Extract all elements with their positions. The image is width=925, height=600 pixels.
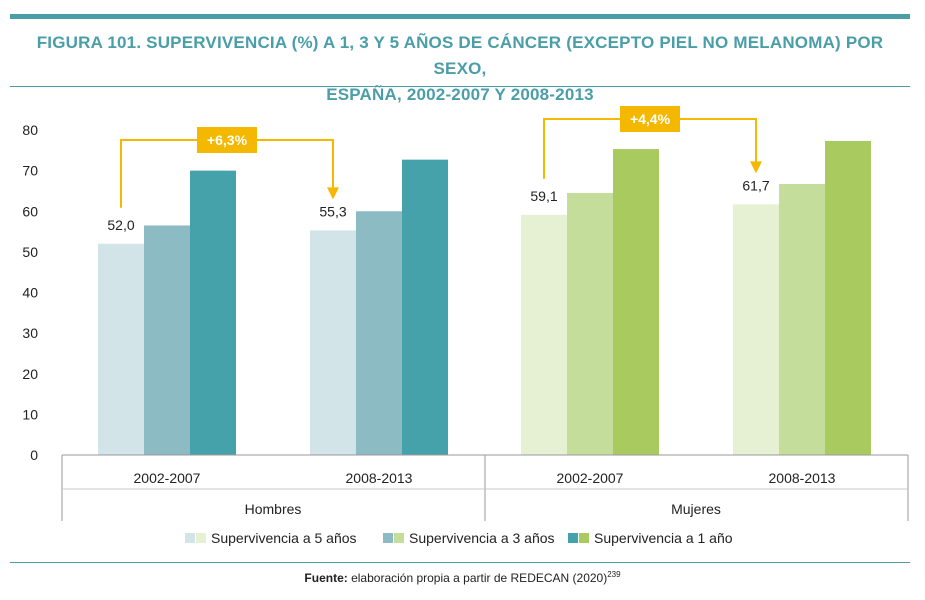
figure-title: FIGURA 101. SUPERVIVENCIA (%) A 1, 3 Y 5… [10,30,910,108]
x-tick-label: 2008-2013 [346,470,413,486]
bar [310,230,356,455]
y-tick-label: 60 [22,203,38,219]
source-text: elaboración propia a partir de REDECAN (… [347,571,608,585]
bar-chart: 0 10 20 30 40 50 60 70 80 52,0 55,3 59,1 61,7 +6,3% +4… [22,106,909,546]
annotation-badge [197,127,257,153]
bar [402,159,448,455]
bar [733,204,779,455]
legend-swatch [394,533,404,543]
data-label: 55,3 [319,203,346,219]
figure-title-line2: ESPAÑA, 2002-2007 Y 2008-2013 [326,85,594,104]
data-label: 52,0 [107,217,134,233]
legend-swatch [568,533,578,543]
legend-swatch [196,533,206,543]
bar [356,211,402,455]
bar [613,149,659,455]
y-tick-label: 50 [22,244,38,260]
legend-label: Supervivencia a 5 años [211,530,357,546]
y-tick-label: 0 [30,447,38,463]
bar [98,243,144,455]
bar [190,170,236,455]
x-tick-label: 2002-2007 [134,470,201,486]
bar [825,140,871,455]
figure-title-line1: FIGURA 101. SUPERVIVENCIA (%) A 1, 3 Y 5… [36,33,884,78]
data-label: 59,1 [530,188,557,204]
source-note: Fuente: elaboración propia a partir de R… [0,570,925,585]
y-tick-label: 20 [22,366,38,382]
annotation-badge [620,106,680,132]
source-label: Fuente: [304,571,348,585]
legend-label: Supervivencia a 3 años [409,530,555,546]
y-tick-label: 40 [22,285,38,301]
legend-swatch [579,533,589,543]
y-tick-label: 80 [22,122,38,138]
group-label: Hombres [245,501,302,517]
data-label: 61,7 [742,177,769,193]
y-tick-label: 30 [22,325,38,341]
annotation-arrowhead [750,161,762,174]
legend-swatch [185,533,195,543]
annotation-badge-text: +6,3% [207,132,248,148]
x-tick-label: 2008-2013 [769,470,836,486]
legend-swatch [383,533,393,543]
legend-label: Supervivencia a 1 año [594,530,733,546]
annotation-arrowhead [327,187,339,200]
top-rule [10,14,910,19]
x-tick-label: 2002-2007 [557,470,624,486]
bar [521,214,567,455]
y-tick-label: 10 [22,406,38,422]
source-ref: 239 [607,570,621,579]
bottom-rule [10,562,910,563]
group-label: Mujeres [671,501,721,517]
y-tick-label: 70 [22,163,38,179]
bar [779,184,825,455]
bar [144,225,190,455]
title-rule [10,86,910,87]
bar [567,192,613,455]
annotation-badge-text: +4,4% [630,111,671,127]
